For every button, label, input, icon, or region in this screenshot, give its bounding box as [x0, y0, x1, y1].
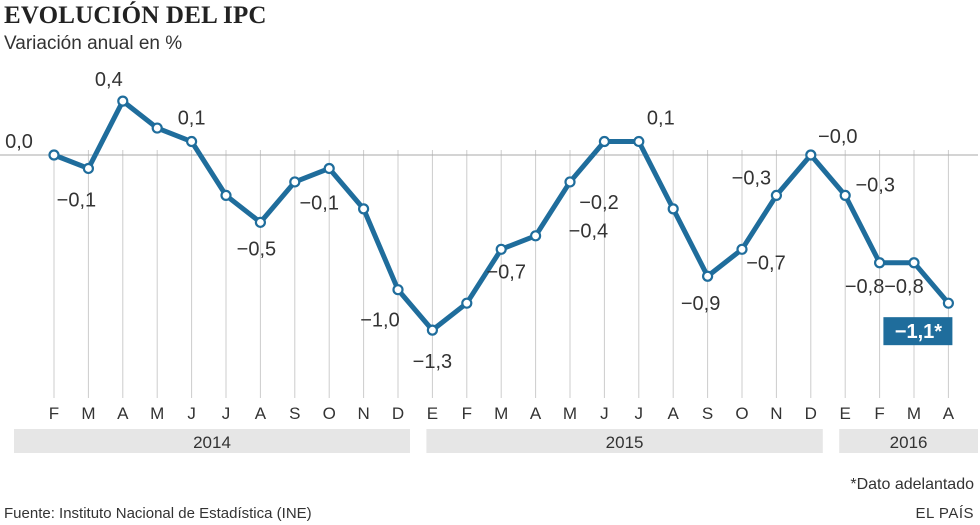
data-point-1 [82, 162, 95, 175]
data-point-18 [667, 203, 679, 215]
chart-title: EVOLUCIÓN DEL IPC [4, 2, 267, 29]
data-point-12 [461, 297, 473, 309]
data-point-16 [598, 135, 611, 148]
data-point-4 [186, 135, 198, 148]
x-tick-label-12: F [462, 404, 472, 423]
data-point-10 [392, 284, 404, 296]
source-credit: Fuente: Instituto Nacional de Estadístic… [4, 505, 312, 522]
x-tick-label-14: A [530, 404, 542, 423]
data-label-23: −0,3 [855, 174, 894, 196]
x-tick-label-3: M [150, 404, 164, 423]
data-label-0: 0,0 [5, 131, 33, 153]
year-label-2014: 2014 [193, 433, 231, 452]
data-label-22: −0,0 [818, 126, 857, 148]
highlight-label: −1,1* [895, 321, 942, 343]
data-point-6 [254, 216, 266, 228]
data-label-24: −0,8 [845, 276, 884, 298]
data-label-8: −0,1 [299, 192, 338, 214]
data-point-9 [358, 203, 370, 215]
data-point-13 [495, 243, 507, 255]
data-label-11: −1,3 [413, 351, 452, 373]
x-tick-label-11: E [427, 404, 438, 423]
x-tick-label-21: N [770, 404, 782, 423]
data-point-14 [529, 230, 542, 242]
x-tick-label-4: J [187, 404, 196, 423]
data-point-11 [426, 324, 438, 336]
brand-logo: EL PAÍS [915, 505, 974, 522]
data-label-25: −0,8 [884, 276, 923, 298]
data-label-16: −0,4 [569, 221, 608, 243]
x-tick-label-10: D [392, 404, 404, 423]
x-tick-label-25: M [907, 404, 921, 423]
x-tick-label-8: O [323, 404, 336, 423]
x-tick-label-24: F [874, 404, 884, 423]
data-label-4: 0,1 [178, 108, 206, 130]
x-tick-label-18: A [668, 404, 680, 423]
x-tick-label-7: S [289, 404, 300, 423]
x-tick-label-22: D [805, 404, 817, 423]
data-point-23 [839, 189, 851, 202]
data-point-25 [908, 257, 920, 269]
x-tick-label-9: N [357, 404, 369, 423]
data-label-1: −0,1 [57, 189, 96, 211]
data-point-8 [323, 162, 335, 175]
x-tick-label-2: A [117, 404, 129, 423]
data-point-22 [805, 149, 817, 161]
data-label-17: 0,1 [647, 108, 675, 130]
data-point-24 [873, 257, 886, 269]
x-tick-label-1: M [81, 404, 95, 423]
data-point-3 [151, 122, 163, 134]
data-label-19: −0,9 [681, 293, 720, 315]
x-tick-label-6: A [255, 404, 267, 423]
x-tick-label-20: O [735, 404, 748, 423]
data-label-10: −1,0 [360, 310, 399, 332]
x-tick-label-5: J [222, 404, 231, 423]
x-tick-label-23: E [840, 404, 851, 423]
chart-subtitle: Variación anual en % [4, 33, 183, 54]
year-band-2014 [14, 429, 410, 453]
x-tick-label-26: A [943, 404, 955, 423]
data-point-15 [564, 176, 576, 188]
year-label-2015: 2015 [606, 433, 644, 452]
year-label-2016: 2016 [890, 433, 928, 452]
x-tick-label-19: S [702, 404, 713, 423]
x-tick-label-15: M [563, 404, 577, 423]
data-point-26 [942, 297, 955, 309]
data-label-2: 0,4 [95, 69, 123, 91]
x-tick-label-17: J [635, 404, 644, 423]
data-label-13: −0,7 [486, 261, 525, 283]
year-band-2015 [426, 429, 823, 453]
x-tick-label-13: M [494, 404, 508, 423]
x-tick-label-0: F [49, 404, 59, 423]
data-label-20: −0,7 [746, 252, 785, 274]
data-point-17 [633, 135, 645, 148]
data-label-15: −0,2 [579, 192, 618, 214]
data-point-5 [220, 189, 232, 202]
data-point-19 [701, 270, 714, 282]
x-tick-label-16: J [600, 404, 609, 423]
data-point-20 [736, 243, 748, 255]
footnote: *Dato adelantado [850, 476, 974, 493]
data-point-2 [117, 95, 129, 107]
data-label-6: −0,5 [237, 238, 276, 260]
highlight-badge [883, 317, 953, 346]
data-point-0 [48, 149, 60, 161]
data-point-7 [289, 176, 301, 188]
year-band-2016 [839, 429, 978, 453]
data-label-21: −0,3 [732, 167, 771, 189]
data-point-21 [770, 189, 783, 202]
